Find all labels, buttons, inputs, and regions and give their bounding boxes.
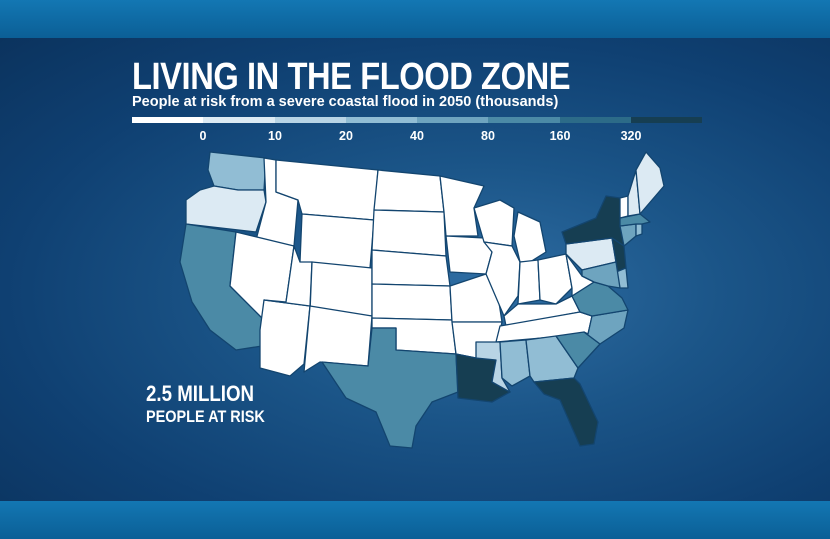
legend-tick: 320 — [620, 129, 642, 143]
legend-tick: 20 — [339, 129, 353, 143]
state-minnesota — [439, 175, 485, 237]
legend-swatch — [203, 117, 275, 123]
state-nebraska — [371, 249, 451, 287]
legend-swatch — [630, 117, 702, 123]
state-maryland — [581, 261, 621, 289]
state-ohio — [537, 253, 573, 305]
legend-swatch — [274, 117, 346, 123]
state-wisconsin — [473, 199, 515, 247]
legend-swatch — [488, 117, 560, 123]
legend-tick: 0 — [199, 129, 207, 143]
bottom-band — [0, 501, 830, 539]
state-south-dakota — [371, 209, 447, 257]
state-arizona — [259, 299, 311, 377]
state-wyoming — [299, 213, 375, 269]
state-washington — [207, 151, 267, 191]
legend-swatch — [345, 117, 417, 123]
infographic-title: LIVING IN THE FLOOD ZONE — [132, 56, 571, 98]
state-oregon — [185, 185, 267, 233]
legend-tick: 80 — [481, 129, 495, 143]
state-new-mexico — [303, 305, 373, 373]
legend-swatch — [559, 117, 631, 123]
state-florida — [533, 377, 599, 447]
legend-ticks: 0 10 20 40 80 160 320 — [132, 129, 702, 147]
legend-swatch — [417, 117, 489, 123]
state-maine — [635, 151, 665, 215]
top-band — [0, 0, 830, 38]
state-kansas — [371, 283, 453, 321]
legend-tick: 160 — [549, 129, 571, 143]
state-missouri — [449, 273, 503, 323]
callout-value: 2.5 MILLION — [146, 381, 255, 406]
us-state-map — [179, 151, 665, 449]
state-north-dakota — [373, 169, 445, 213]
state-alabama — [499, 339, 531, 387]
state-vermont — [619, 195, 629, 219]
state-rhode-island — [635, 223, 643, 237]
callout-label: PEOPLE AT RISK — [146, 407, 265, 426]
state-new-york — [561, 195, 625, 247]
legend-tick: 40 — [410, 129, 424, 143]
state-michigan — [513, 211, 547, 263]
legend-color-bar — [132, 117, 702, 123]
infographic-subtitle: People at risk from a severe coastal flo… — [132, 94, 559, 110]
state-west-virginia — [565, 253, 595, 297]
legend-tick: 10 — [268, 129, 282, 143]
infographic-panel: LIVING IN THE FLOOD ZONE People at risk … — [0, 38, 830, 501]
legend-swatch — [132, 117, 204, 123]
state-texas — [321, 327, 459, 449]
color-legend: 0 10 20 40 80 160 320 — [132, 117, 702, 147]
state-indiana — [517, 259, 541, 305]
total-at-risk-callout: 2.5 MILLION PEOPLE AT RISK — [146, 382, 286, 428]
